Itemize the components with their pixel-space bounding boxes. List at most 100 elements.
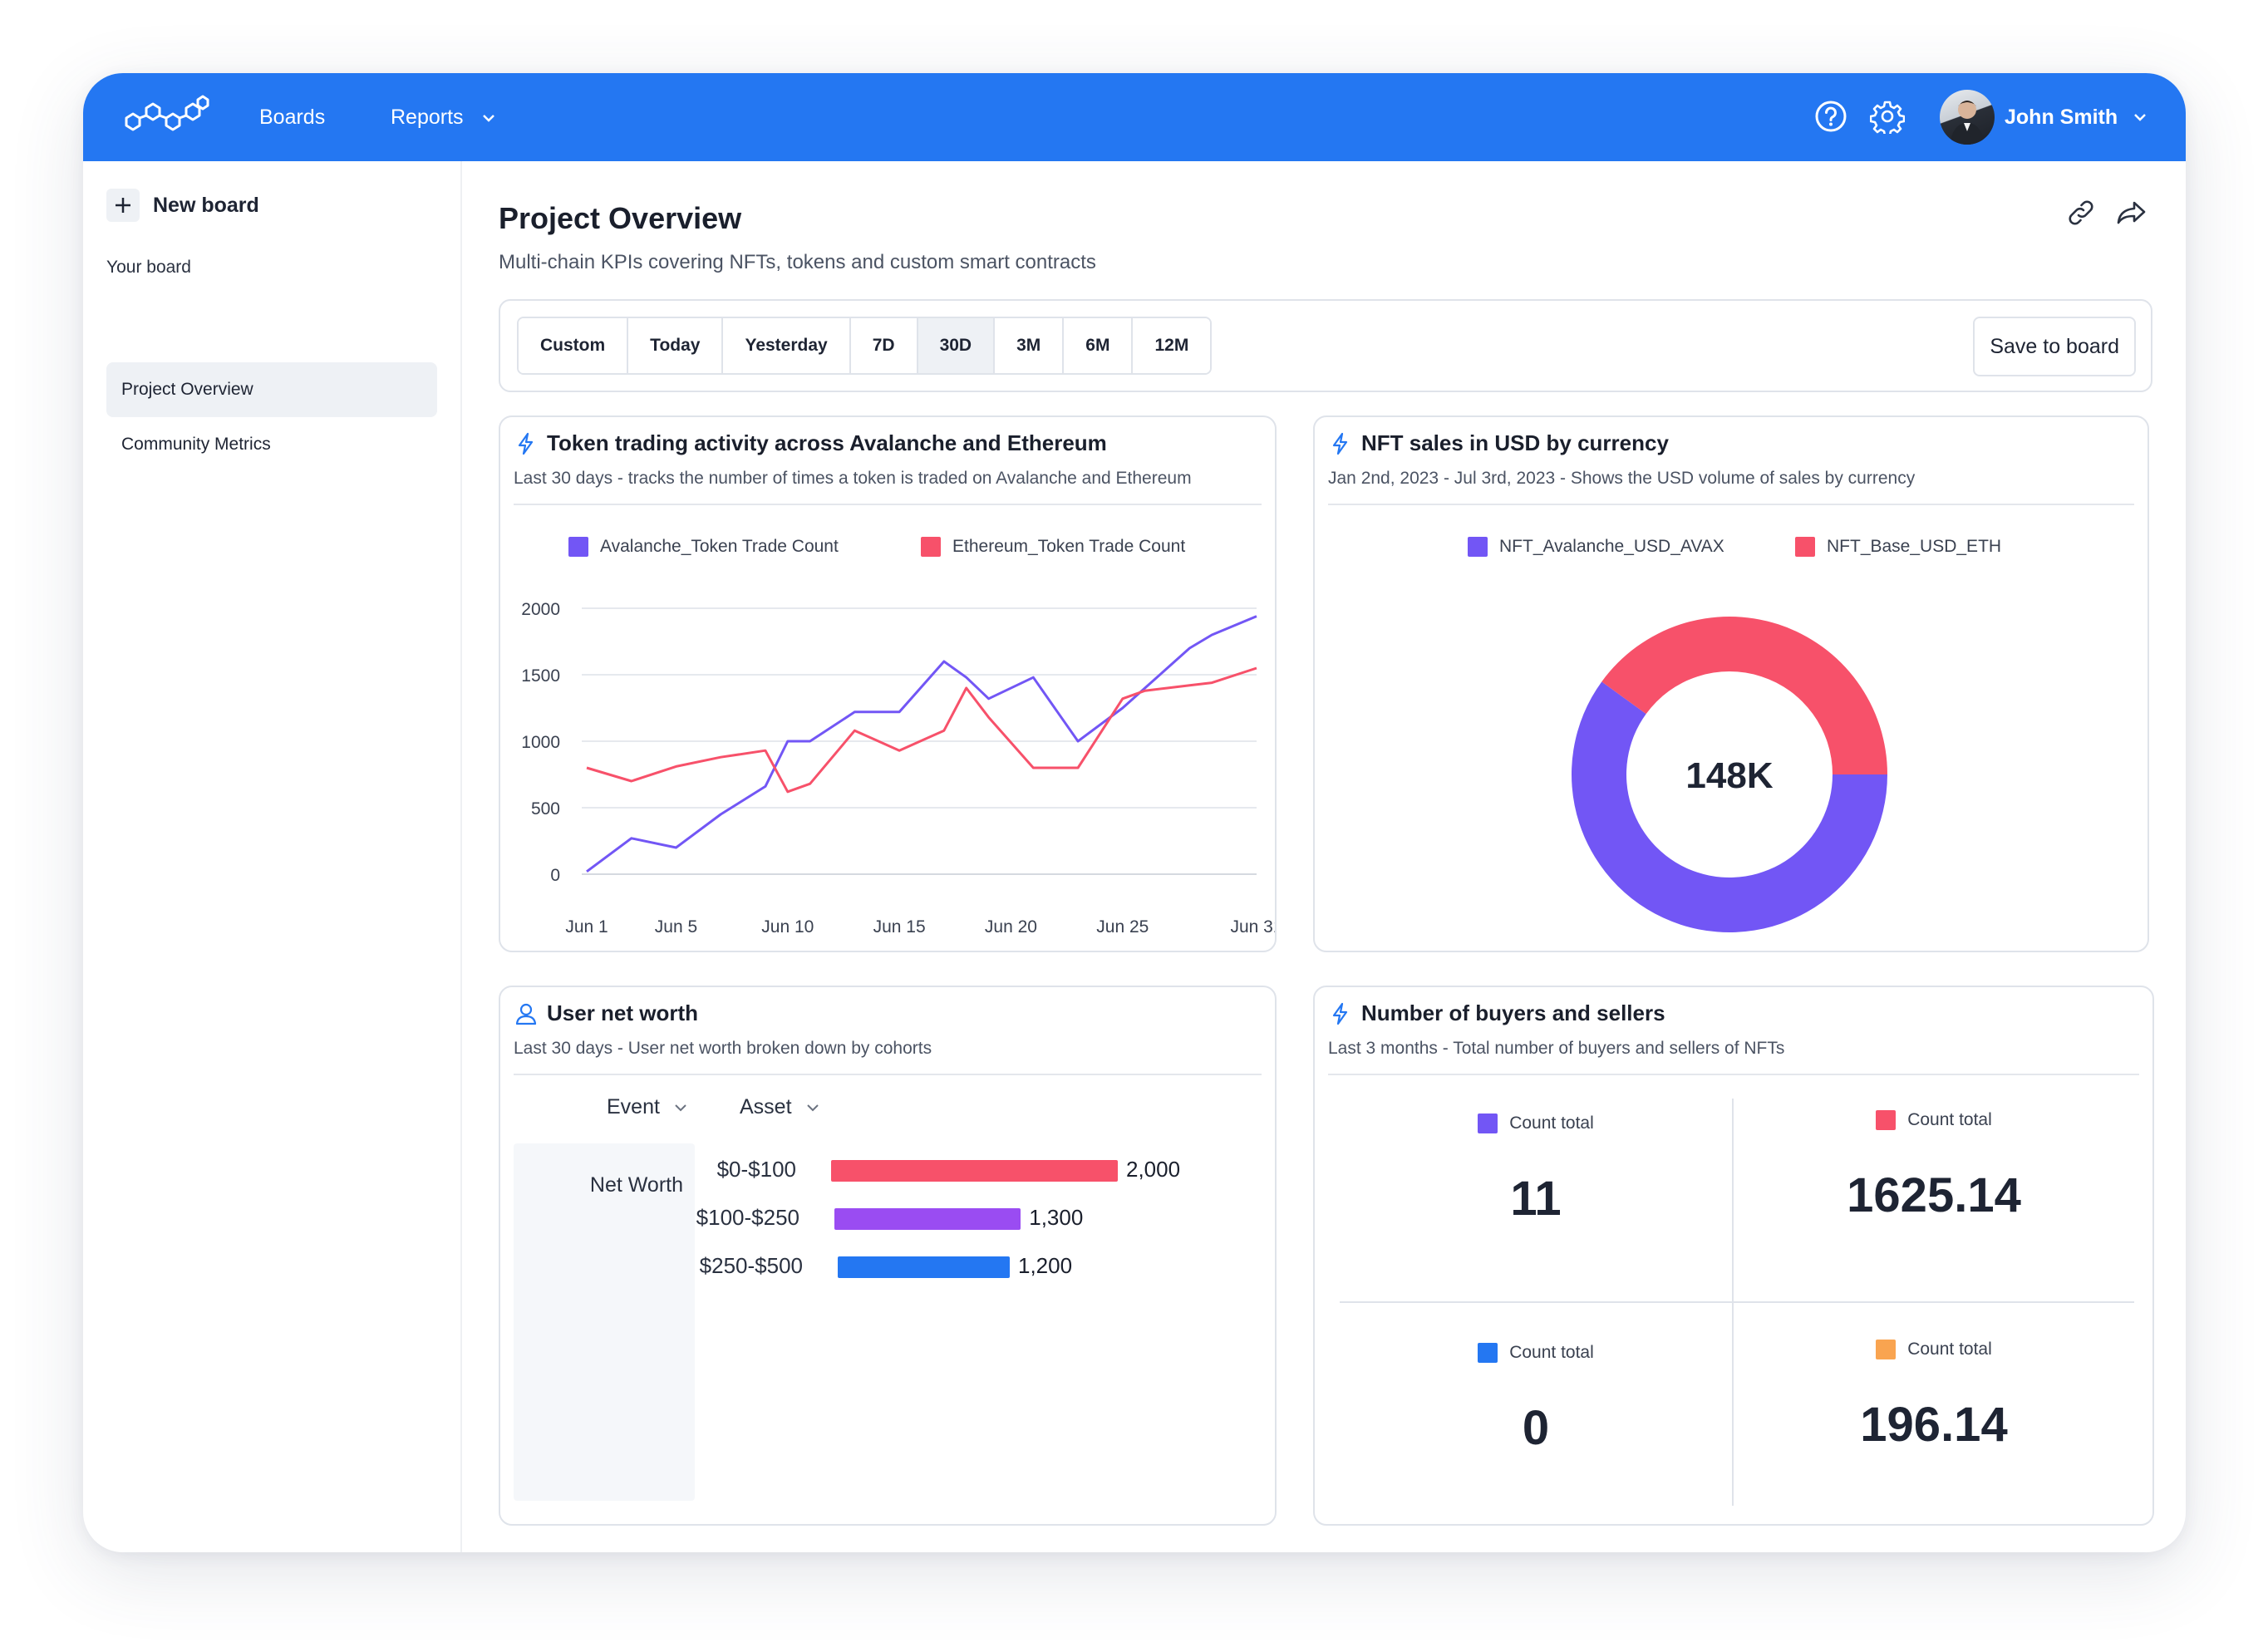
range-button-custom[interactable]: Custom xyxy=(519,318,629,373)
legend-item-avax: NFT_Avalanche_USD_AVAX xyxy=(1468,537,1724,557)
bar[interactable] xyxy=(838,1256,1010,1278)
stat-swatch xyxy=(1478,1114,1498,1133)
lightning-icon xyxy=(518,432,534,455)
nft-sales-subtitle: Jan 2nd, 2023 - Jul 3rd, 2023 - Shows th… xyxy=(1328,469,1916,488)
page-subtitle: Multi-chain KPIs covering NFTs, tokens a… xyxy=(499,251,1096,273)
stat-value: 0 xyxy=(1522,1401,1550,1455)
series-line-ethereum[interactable] xyxy=(586,666,1257,794)
asset-dimension-dropdown[interactable]: Asset xyxy=(740,1095,820,1119)
legend-label: NFT_Avalanche_USD_AVAX xyxy=(1499,537,1724,556)
series-line-avalanche[interactable] xyxy=(586,615,1257,873)
event-dimension-dropdown[interactable]: Event xyxy=(607,1095,688,1119)
lightning-icon xyxy=(1332,432,1348,455)
bar-value-label: 1,200 xyxy=(1018,1253,1073,1278)
stat-tile: Count total 11 xyxy=(1340,1114,1732,1227)
sidebar-section-heading: Your board xyxy=(106,258,191,277)
y-tick-label: 0 xyxy=(550,866,560,885)
legend-swatch xyxy=(1468,537,1488,557)
save-to-board-button[interactable]: Save to board xyxy=(1973,317,2136,376)
stat-label: Count total xyxy=(1907,1340,1992,1359)
x-tick-label: Jun 31 xyxy=(1230,917,1275,937)
nft-sales-donut-chart: 148K xyxy=(1572,617,1887,932)
card-divider xyxy=(514,504,1262,505)
user-icon xyxy=(515,1003,537,1025)
token-trading-title: Token trading activity across Avalanche … xyxy=(547,430,1107,455)
link-icon[interactable] xyxy=(2064,196,2098,229)
user-net-worth-card: User net worth Last 30 days - User net w… xyxy=(499,986,1277,1526)
x-tick-label: Jun 5 xyxy=(655,917,697,937)
stat-swatch xyxy=(1478,1343,1498,1363)
range-button-7d[interactable]: 7D xyxy=(850,318,918,373)
y-tick-label: 500 xyxy=(531,799,560,819)
user-net-worth-title: User net worth xyxy=(547,1000,699,1025)
net-worth-row-header: Net Worth xyxy=(514,1143,695,1501)
range-button-12m[interactable]: 12M xyxy=(1133,318,1211,373)
date-range-selector: Custom Today Yesterday 7D 30D 3M 6M 12M xyxy=(517,317,1213,375)
bar-row: $0-$100 2,000 xyxy=(500,1153,1248,1187)
nav-boards[interactable]: Boards xyxy=(259,73,325,161)
logo-icon[interactable] xyxy=(115,93,216,141)
bar-category-label: $100-$250 xyxy=(696,1205,799,1230)
card-title-row: User net worth xyxy=(514,1000,698,1026)
donut-slice-avax[interactable] xyxy=(1572,681,1887,932)
stat-legend: Count total xyxy=(1876,1340,1992,1359)
sidebar-item-project-overview[interactable]: Project Overview xyxy=(106,362,437,417)
donut-slice-eth[interactable] xyxy=(1601,617,1887,774)
chevron-down-icon xyxy=(806,1104,819,1111)
legend-item-eth: NFT_Base_USD_ETH xyxy=(1795,537,2001,557)
token-trading-subtitle: Last 30 days - tracks the number of time… xyxy=(514,469,1192,488)
y-tick-label: 1500 xyxy=(521,666,560,686)
legend-item-avalanche: Avalanche_Token Trade Count xyxy=(568,537,839,557)
user-avatar[interactable] xyxy=(1940,90,1995,145)
user-name[interactable]: John Smith xyxy=(2005,106,2118,129)
chevron-down-icon xyxy=(675,1104,686,1111)
asset-dimension-label: Asset xyxy=(740,1095,792,1118)
legend-swatch xyxy=(568,537,588,557)
help-icon[interactable] xyxy=(1813,99,1848,134)
settings-icon[interactable] xyxy=(1870,99,1905,134)
x-tick-label: Jun 20 xyxy=(985,917,1037,937)
stat-label: Count total xyxy=(1509,1343,1594,1362)
card-divider xyxy=(1328,504,2134,505)
y-tick-label: 2000 xyxy=(521,600,560,619)
grid-divider-horizontal xyxy=(1340,1301,2134,1303)
x-tick-label: Jun 1 xyxy=(565,917,608,937)
range-button-3m[interactable]: 3M xyxy=(995,318,1065,373)
bar[interactable] xyxy=(831,1160,1118,1182)
stat-swatch xyxy=(1876,1340,1897,1359)
user-menu-chevron-icon[interactable] xyxy=(2133,112,2147,122)
lightning-icon xyxy=(1332,1002,1348,1025)
range-button-30d[interactable]: 30D xyxy=(918,318,996,373)
nav-boards-label: Boards xyxy=(259,106,326,129)
card-title-row: Token trading activity across Avalanche … xyxy=(514,430,1107,456)
date-range-filter-bar: Custom Today Yesterday 7D 30D 3M 6M 12M Save to… xyxy=(499,299,2152,392)
stat-legend: Count total xyxy=(1478,1343,1594,1363)
stat-legend: Count total xyxy=(1876,1110,1992,1130)
bar-value-label: 1,300 xyxy=(1029,1205,1084,1230)
sidebar-item-community-metrics[interactable]: Community Metrics xyxy=(121,435,271,454)
bar-category-label: $250-$500 xyxy=(699,1253,803,1278)
card-title-row: Number of buyers and sellers xyxy=(1328,1000,1665,1026)
bar-category-label: $0-$100 xyxy=(716,1157,796,1182)
bar[interactable] xyxy=(834,1208,1021,1230)
legend-label: Avalanche_Token Trade Count xyxy=(600,537,839,556)
legend-swatch xyxy=(921,537,941,557)
new-board-button[interactable]: New board xyxy=(106,188,259,223)
stat-value: 1625.14 xyxy=(1847,1168,2021,1222)
event-dimension-label: Event xyxy=(607,1095,660,1118)
stat-legend: Count total xyxy=(1478,1114,1594,1133)
donut-center-value: 148K xyxy=(1685,755,1773,796)
range-button-yesterday[interactable]: Yesterday xyxy=(723,318,851,373)
stat-swatch xyxy=(1876,1110,1897,1130)
x-tick-label: Jun 25 xyxy=(1096,917,1149,937)
range-button-6m[interactable]: 6M xyxy=(1064,318,1134,373)
stat-label: Count total xyxy=(1509,1114,1594,1133)
token-trading-line-chart: 0 500 1000 1500 2000 Jun 1 Jun 5 Jun 10 Jun 15 Ju… xyxy=(521,600,1275,937)
page-title: Project Overview xyxy=(499,201,742,235)
share-icon[interactable] xyxy=(2116,196,2149,229)
nav-reports-dropdown[interactable]: Reports xyxy=(391,73,496,161)
legend-label: Ethereum_Token Trade Count xyxy=(952,537,1186,556)
range-button-today[interactable]: Today xyxy=(628,318,724,373)
x-tick-label: Jun 10 xyxy=(761,917,814,937)
x-tick-label: Jun 15 xyxy=(873,917,926,937)
